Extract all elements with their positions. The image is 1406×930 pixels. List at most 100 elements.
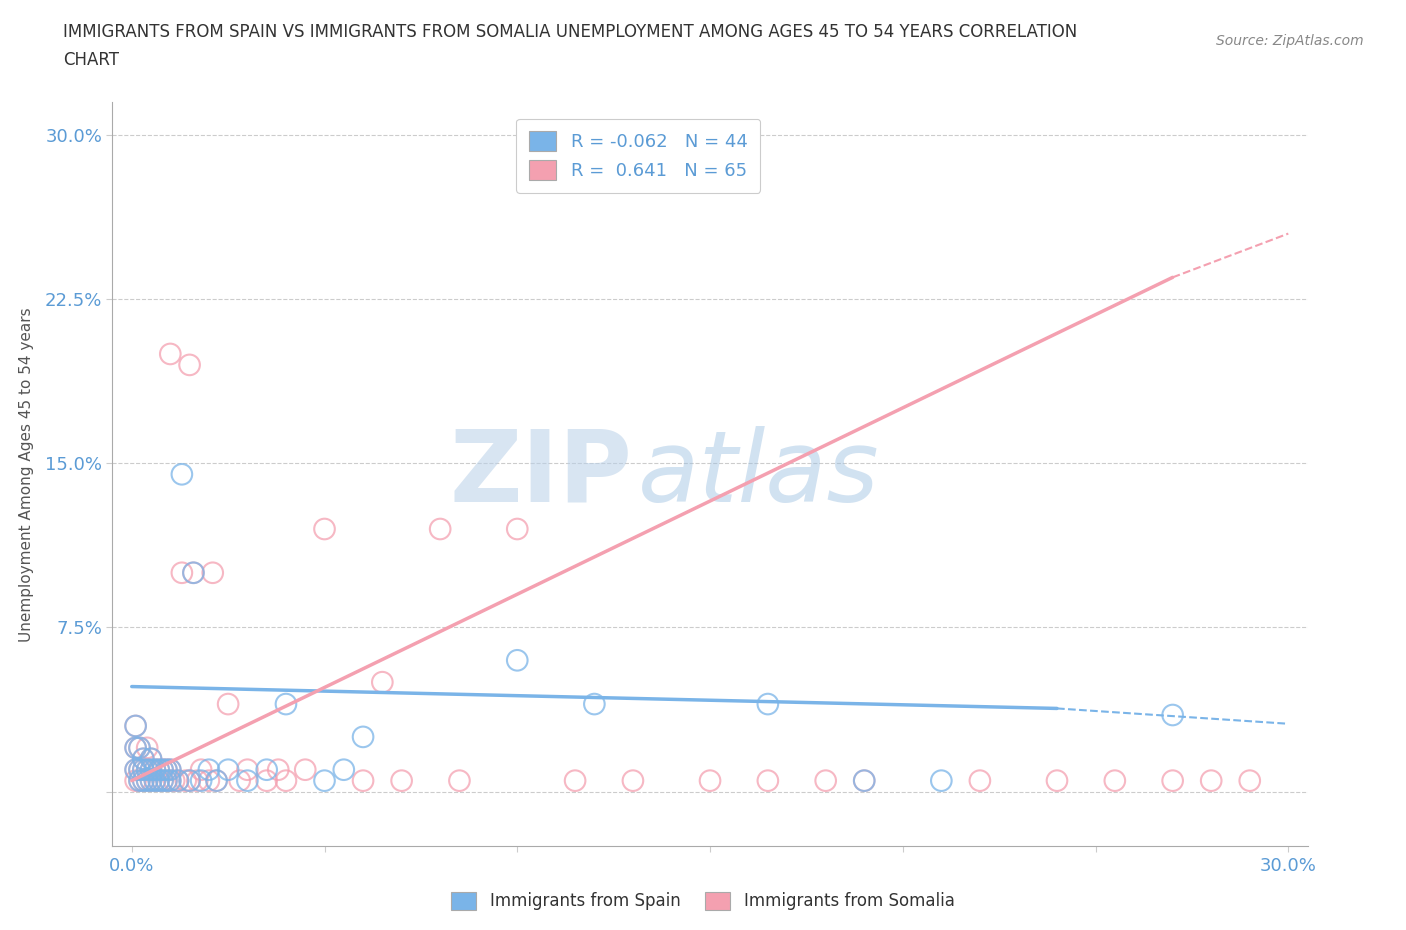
Y-axis label: Unemployment Among Ages 45 to 54 years: Unemployment Among Ages 45 to 54 years (18, 307, 34, 642)
Point (170, 467, 193, 482)
Point (167, 773, 190, 788)
Point (152, 773, 174, 788)
Point (152, 763, 174, 777)
Point (198, 773, 221, 788)
Point (143, 773, 166, 788)
Point (1199, 773, 1222, 788)
Point (190, 763, 212, 777)
Point (217, 763, 239, 777)
Point (274, 773, 297, 788)
Point (564, 773, 586, 788)
Point (333, 763, 356, 777)
Point (124, 740, 146, 755)
Point (132, 763, 155, 777)
Legend: R = -0.062   N = 44, R =  0.641   N = 65: R = -0.062 N = 44, R = 0.641 N = 65 (516, 119, 761, 193)
Point (174, 773, 197, 788)
Point (139, 763, 162, 777)
Point (314, 773, 336, 788)
Point (143, 763, 166, 777)
Point (1161, 773, 1184, 788)
Point (148, 763, 170, 777)
Point (1239, 773, 1261, 788)
Point (1161, 708, 1184, 723)
Text: ZIP: ZIP (450, 426, 633, 523)
Point (148, 763, 170, 777)
Point (583, 697, 606, 711)
Point (228, 773, 250, 788)
Point (152, 763, 174, 777)
Point (139, 773, 162, 788)
Text: IMMIGRANTS FROM SPAIN VS IMMIGRANTS FROM SOMALIA UNEMPLOYMENT AMONG AGES 45 TO 5: IMMIGRANTS FROM SPAIN VS IMMIGRANTS FROM… (63, 23, 1077, 41)
Point (506, 522, 529, 537)
Point (155, 763, 177, 777)
Point (1104, 773, 1126, 788)
Point (429, 522, 451, 537)
Point (756, 773, 779, 788)
Point (132, 751, 155, 766)
Point (152, 773, 174, 788)
Point (155, 763, 177, 777)
Legend: Immigrants from Spain, Immigrants from Somalia: Immigrants from Spain, Immigrants from S… (444, 885, 962, 917)
Point (391, 773, 413, 788)
Text: atlas: atlas (638, 426, 880, 523)
Point (128, 763, 150, 777)
Point (853, 773, 876, 788)
Point (198, 763, 221, 777)
Point (256, 763, 278, 777)
Point (155, 773, 177, 788)
Point (621, 773, 644, 788)
Point (136, 763, 159, 777)
Point (136, 740, 159, 755)
Point (128, 763, 150, 777)
Point (124, 763, 146, 777)
Point (449, 773, 471, 788)
Point (136, 773, 159, 788)
Point (170, 565, 193, 580)
Point (128, 773, 150, 788)
Point (205, 773, 228, 788)
Point (371, 675, 394, 690)
Point (139, 763, 162, 777)
Point (132, 773, 155, 788)
Point (969, 773, 991, 788)
Point (132, 763, 155, 777)
Point (148, 773, 170, 788)
Point (139, 751, 162, 766)
Point (139, 751, 162, 766)
Point (931, 773, 953, 788)
Point (179, 773, 201, 788)
Point (143, 763, 166, 777)
Point (136, 763, 159, 777)
Point (124, 773, 146, 788)
Point (124, 763, 146, 777)
Point (124, 719, 146, 734)
Point (201, 565, 224, 580)
Point (128, 740, 150, 755)
Point (699, 773, 721, 788)
Point (159, 773, 181, 788)
Point (155, 773, 177, 788)
Point (167, 773, 190, 788)
Point (124, 719, 146, 734)
Point (136, 773, 159, 788)
Point (139, 773, 162, 788)
Point (314, 522, 336, 537)
Point (236, 773, 259, 788)
Point (128, 740, 150, 755)
Point (128, 773, 150, 788)
Point (148, 773, 170, 788)
Point (205, 773, 228, 788)
Point (183, 565, 205, 580)
Point (159, 763, 181, 777)
Point (352, 773, 374, 788)
Point (274, 697, 297, 711)
Point (124, 740, 146, 755)
Point (506, 653, 529, 668)
Point (267, 763, 290, 777)
Point (814, 773, 837, 788)
Text: CHART: CHART (63, 51, 120, 69)
Point (183, 565, 205, 580)
Point (853, 773, 876, 788)
Point (179, 773, 201, 788)
Point (143, 773, 166, 788)
